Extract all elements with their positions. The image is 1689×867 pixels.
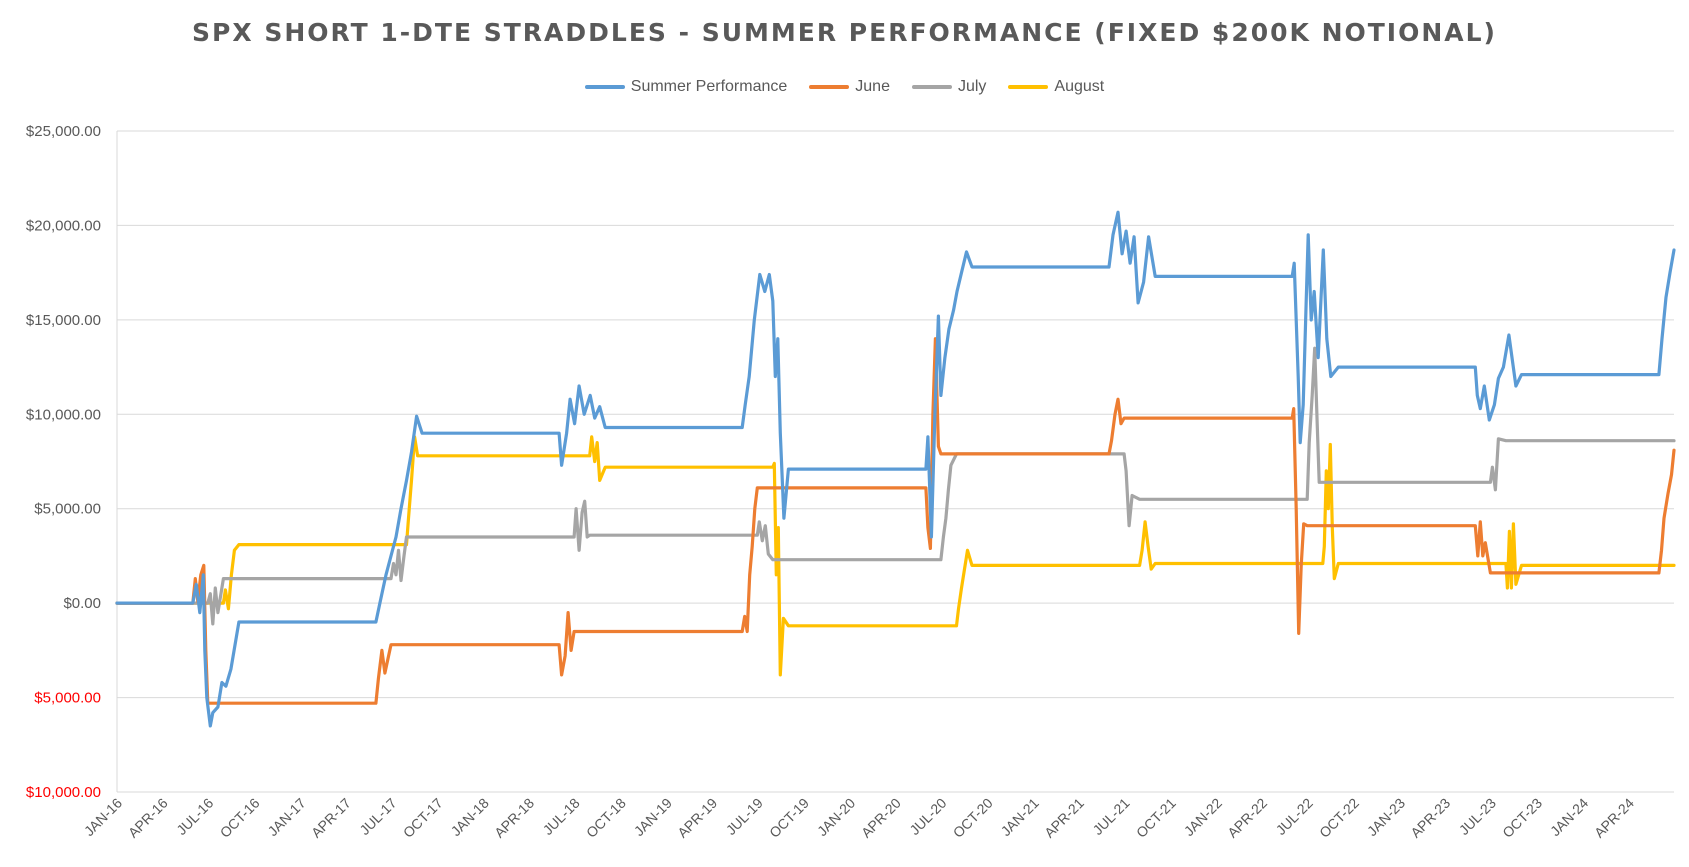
x-tick-label: APR-20 [858,795,904,841]
y-tick-label: $25,000.00 [26,123,101,140]
x-tick-label: JAN-20 [814,795,858,839]
legend-label-august: August [1054,78,1105,95]
legend-swatch-june [809,85,850,89]
y-tick-label: $5,000.00 [34,501,101,518]
x-tick-label: APR-16 [125,795,171,841]
legend-item-july: July [911,78,987,96]
y-tick-label: $0.00 [63,595,101,612]
x-tick-label: OCT-21 [1133,795,1179,841]
x-tick-label: OCT-18 [583,795,629,841]
y-tick-label: $10,000.00 [26,406,101,423]
x-tick-label: OCT-17 [400,795,446,841]
x-tick-label: OCT-19 [766,795,812,841]
y-axis-ticks: $25,000.00 $20,000.00 $15,000.00 $10,000.00… [26,123,101,801]
legend-item-june: June [809,78,890,96]
legend-item-summer: Summer Performance [584,78,788,96]
legend: Summer Performance June July August [0,78,1689,96]
x-tick-label: JUL-16 [173,795,216,838]
legend-label-summer: Summer Performance [630,78,788,95]
series-lines [115,210,1676,728]
x-tick-label: JAN-16 [81,795,125,839]
x-tick-label: OCT-23 [1499,795,1545,841]
legend-label-june: June [855,78,890,95]
x-tick-label: APR-18 [491,795,537,841]
x-tick-label: JAN-18 [448,795,492,839]
x-tick-label: JAN-17 [264,795,308,839]
x-tick-label: JUL-18 [540,795,583,838]
y-tick-label: $5,000.00 [34,690,101,707]
legend-label-july: July [957,78,987,95]
series-line-summer-performance [115,210,1676,728]
legend-item-august: August [1008,78,1104,96]
x-tick-label: APR-21 [1041,795,1087,841]
x-axis-ticks: JAN-16 APR-16 JUL-16 OCT-16 JAN-17 APR-17 JUL-… [81,795,1637,841]
x-tick-label: JUL-19 [723,795,766,838]
y-tick-label: $15,000.00 [26,312,101,329]
x-tick-label: OCT-16 [217,795,263,841]
x-tick-label: JUL-22 [1273,795,1316,838]
legend-swatch-july [911,85,952,89]
x-tick-label: JAN-21 [998,795,1042,839]
legend-swatch-august [1008,85,1049,89]
x-tick-label: JAN-24 [1547,795,1591,839]
x-tick-label: JUL-20 [906,795,949,838]
x-tick-label: OCT-20 [950,795,996,841]
series-line-august [115,435,1676,677]
x-tick-label: JAN-19 [631,795,675,839]
y-tick-label: $10,000.00 [26,784,101,801]
series-line-june [115,337,1676,705]
x-tick-label: JUL-17 [356,795,399,838]
x-tick-label: OCT-22 [1316,795,1362,841]
x-tick-label: APR-24 [1591,795,1637,841]
chart-title: SPX SHORT 1-DTE STRADDLES - SUMMER PERFO… [192,18,1497,47]
x-tick-label: APR-22 [1224,795,1270,841]
legend-swatch-summer [584,85,625,89]
x-tick-label: JAN-23 [1364,795,1408,839]
x-tick-label: APR-17 [308,795,354,841]
x-tick-label: JAN-22 [1181,795,1225,839]
x-tick-label: JUL-23 [1456,795,1499,838]
gridlines [116,130,1674,793]
y-tick-label: $20,000.00 [26,217,101,234]
series-line-july [115,346,1676,626]
x-tick-label: JUL-21 [1089,795,1132,838]
x-tick-label: APR-23 [1407,795,1453,841]
x-tick-label: APR-19 [674,795,720,841]
